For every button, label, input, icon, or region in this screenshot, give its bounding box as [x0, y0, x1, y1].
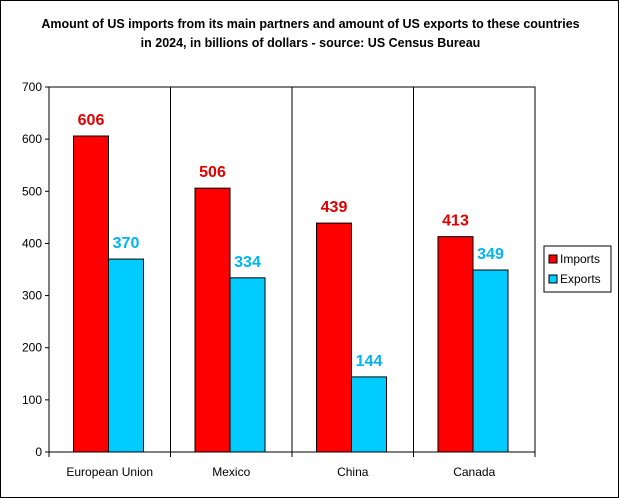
- x-category-label: Mexico: [212, 465, 250, 479]
- bar-imports: [316, 222, 352, 453]
- legend-swatch-exports: [548, 274, 558, 284]
- y-tick-label: 0: [35, 445, 42, 459]
- y-tick-label: 200: [22, 341, 42, 355]
- x-axis: European Union Mexico China Canada: [48, 452, 536, 479]
- data-label-imports: 506: [199, 164, 226, 181]
- chart-title: Amount of US imports from its main partn…: [41, 17, 580, 50]
- y-tick-label: 500: [22, 184, 42, 198]
- legend-label-exports: Exports: [560, 272, 601, 286]
- legend-swatch-imports: [548, 254, 558, 264]
- bar-exports: [108, 258, 144, 453]
- data-label-exports: 144: [356, 353, 383, 370]
- data-label-imports: 413: [442, 213, 469, 230]
- data-label-exports: 370: [113, 235, 140, 252]
- legend-label-imports: Imports: [560, 252, 600, 266]
- legend: Imports Exports: [543, 245, 612, 293]
- y-tick-label: 700: [22, 80, 42, 94]
- data-label-imports: 606: [78, 112, 105, 129]
- x-category-label: China: [337, 465, 369, 479]
- y-tick-label: 600: [22, 132, 42, 146]
- y-axis: 0 100 200 300 400 500 600 700: [22, 80, 49, 459]
- data-label-imports: 439: [321, 199, 348, 216]
- bar-exports: [351, 376, 387, 453]
- bars: [73, 135, 509, 453]
- bar-imports: [437, 236, 474, 453]
- x-category-label: Canada: [453, 465, 495, 479]
- data-label-exports: 349: [477, 246, 504, 263]
- bar-exports: [229, 277, 266, 453]
- y-tick-label: 300: [22, 289, 42, 303]
- x-category-label: European Union: [66, 465, 153, 479]
- legend-box: [543, 245, 612, 293]
- bar-imports: [194, 187, 231, 453]
- bar-exports: [472, 269, 509, 453]
- y-tick-label: 100: [22, 393, 42, 407]
- category-separators: [170, 87, 414, 452]
- data-label-exports: 334: [234, 254, 261, 271]
- y-tick-label: 400: [22, 236, 42, 250]
- data-labels: 606 370 506 334 439 144 413 349: [78, 112, 504, 370]
- bar-imports: [73, 135, 109, 453]
